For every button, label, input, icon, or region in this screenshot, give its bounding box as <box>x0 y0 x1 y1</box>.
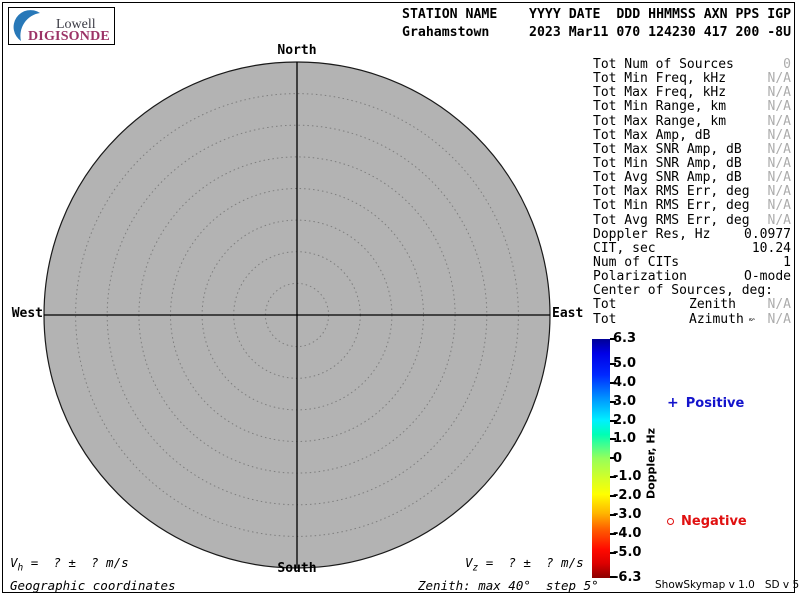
colorbar-tick-label: -2.0 <box>613 488 642 503</box>
stat-row: Num of CITs 1 <box>593 254 791 270</box>
outer-frame <box>2 2 795 593</box>
colorbar-tick-label: 2.0 <box>613 413 637 428</box>
compass-north-label: North <box>277 43 317 58</box>
colorbar-tick <box>610 401 616 403</box>
center-of-sources-header: Center of Sources, deg: <box>593 283 774 299</box>
colorbar-tick-label: -5.0 <box>613 545 642 560</box>
stat-row: Tot Max SNR Amp, dB N/A <box>593 141 791 157</box>
stat-row: Tot Min SNR Amp, dB N/A <box>593 155 791 171</box>
logo-lowell-text: Lowell <box>56 17 96 32</box>
stat-row: Doppler Res, Hz 0.0977 <box>593 226 791 242</box>
legend-positive-label: Positive <box>685 395 745 411</box>
center-zenith-row: Tot Zenith N/A <box>593 297 791 313</box>
lowell-digisonde-logo: Lowell DIGISONDE <box>8 7 115 45</box>
stat-row: CIT, sec 10.24 <box>593 240 791 256</box>
colorbar-tick-label: 0 <box>613 451 623 466</box>
colorbar-axis-label: Doppler, Hz <box>644 427 658 500</box>
plus-marker-icon: + <box>667 395 679 411</box>
header-station-values: Grahamstown 2023 Mar11 070 124230 417 20… <box>402 25 792 40</box>
compass-east-label: East <box>552 306 584 321</box>
stat-row: Tot Max Amp, dB N/A <box>593 127 791 143</box>
software-version: ShowSkymap v 1.0 SD v 5.1 <box>655 579 800 591</box>
colorbar-tick <box>610 382 616 384</box>
colorbar-tick-label: 5.0 <box>613 356 637 371</box>
vertical-velocity-readout: Vz = ? ± ? m/s <box>465 555 584 574</box>
stat-row: Tot Avg SNR Amp, dB N/A <box>593 170 791 186</box>
colorbar-tick <box>610 420 616 422</box>
legend-negative-label: Negative <box>681 514 747 529</box>
colorbar-tick-label: -3.0 <box>613 507 642 522</box>
stat-row: Tot Max Freq, kHz N/A <box>593 85 791 101</box>
stat-row: Tot Num of Sources 0 <box>593 57 791 72</box>
colorbar-tick <box>610 495 616 497</box>
colorbar-tick-label: 4.0 <box>613 375 637 390</box>
colorbar-tick-label: 1.0 <box>613 431 637 446</box>
cursor-icon: ↜ <box>748 312 756 326</box>
stat-row: Tot Min RMS Err, deg N/A <box>593 198 791 214</box>
colorbar-tick <box>610 438 616 440</box>
colorbar-tick-label: -1.0 <box>613 469 642 484</box>
skymap-plot <box>43 61 551 569</box>
compass-west-label: West <box>11 306 43 321</box>
doppler-colorbar <box>592 339 610 578</box>
stat-row: Tot Avg RMS Err, deg N/A <box>593 212 791 228</box>
crescent-icon <box>13 10 40 41</box>
colorbar-tick <box>610 514 616 516</box>
colorbar-tick <box>610 533 616 535</box>
colorbar-tick <box>610 576 616 578</box>
stat-row: Polarization O-mode <box>593 269 791 285</box>
horizontal-velocity-readout: Vh = ? ± ? m/s <box>10 555 129 574</box>
stat-row: Tot Max RMS Err, deg N/A <box>593 184 791 200</box>
coordinates-note: Geographic coordinates <box>10 578 176 593</box>
stat-row: Tot Min Freq, kHz N/A <box>593 71 791 87</box>
colorbar-tick-label: 3.0 <box>613 394 637 409</box>
compass-south-label: South <box>277 561 317 576</box>
stat-row: Tot Min Range, km N/A <box>593 99 791 115</box>
legend-positive: + Positive <box>667 395 744 411</box>
colorbar-tick <box>610 363 616 365</box>
colorbar-tick <box>610 338 616 340</box>
stats-panel: Tot Num of Sources 0 Tot Min Freq, kHz N/A… <box>593 57 791 327</box>
colorbar-tick-label: 6.3 <box>613 331 637 346</box>
legend-negative: Negative <box>667 514 747 529</box>
stat-row: Tot Max Range, km N/A <box>593 113 791 129</box>
colorbar-tick-label: -6.3 <box>613 570 642 585</box>
logo-digisonde-text: DIGISONDE <box>28 29 110 44</box>
colorbar-tick <box>610 552 616 554</box>
header-column-labels: STATION NAME YYYY DATE DDD HHMMSS AXN PP… <box>402 7 792 22</box>
circle-marker-icon <box>667 518 674 525</box>
colorbar-tick <box>610 476 616 478</box>
colorbar-tick <box>610 457 616 459</box>
zenith-scale-note: Zenith: max 40° step 5° <box>418 578 599 593</box>
colorbar-tick-label: -4.0 <box>613 526 642 541</box>
center-azimuth-row: Tot Azimuth ↜ N/A <box>593 311 791 327</box>
